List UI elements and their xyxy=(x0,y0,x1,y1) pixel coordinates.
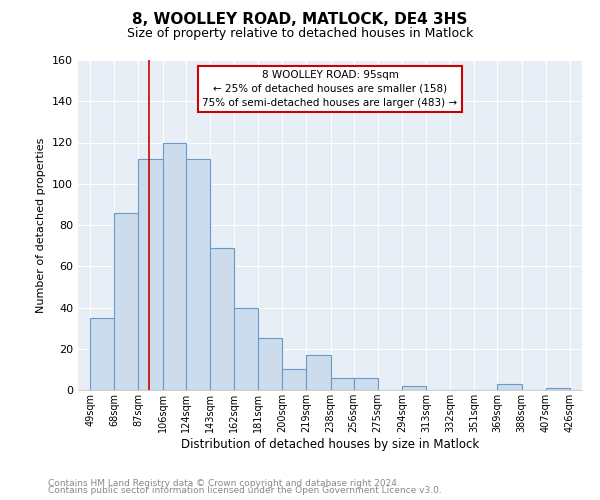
Text: Contains HM Land Registry data © Crown copyright and database right 2024.: Contains HM Land Registry data © Crown c… xyxy=(48,478,400,488)
Bar xyxy=(258,338,282,390)
Text: Contains public sector information licensed under the Open Government Licence v3: Contains public sector information licen… xyxy=(48,486,442,495)
Bar xyxy=(402,386,426,390)
Bar xyxy=(546,388,570,390)
Text: 8 WOOLLEY ROAD: 95sqm
← 25% of detached houses are smaller (158)
75% of semi-det: 8 WOOLLEY ROAD: 95sqm ← 25% of detached … xyxy=(202,70,458,108)
Bar xyxy=(497,384,521,390)
Bar xyxy=(282,370,307,390)
Bar xyxy=(210,248,234,390)
Bar xyxy=(234,308,258,390)
Bar xyxy=(185,159,210,390)
Bar xyxy=(331,378,353,390)
Bar xyxy=(163,142,185,390)
Y-axis label: Number of detached properties: Number of detached properties xyxy=(37,138,46,312)
Text: 8, WOOLLEY ROAD, MATLOCK, DE4 3HS: 8, WOOLLEY ROAD, MATLOCK, DE4 3HS xyxy=(133,12,467,28)
Text: Size of property relative to detached houses in Matlock: Size of property relative to detached ho… xyxy=(127,28,473,40)
Bar xyxy=(114,212,139,390)
Bar xyxy=(353,378,378,390)
Bar xyxy=(139,159,163,390)
X-axis label: Distribution of detached houses by size in Matlock: Distribution of detached houses by size … xyxy=(181,438,479,451)
Bar xyxy=(307,355,331,390)
Bar xyxy=(90,318,114,390)
